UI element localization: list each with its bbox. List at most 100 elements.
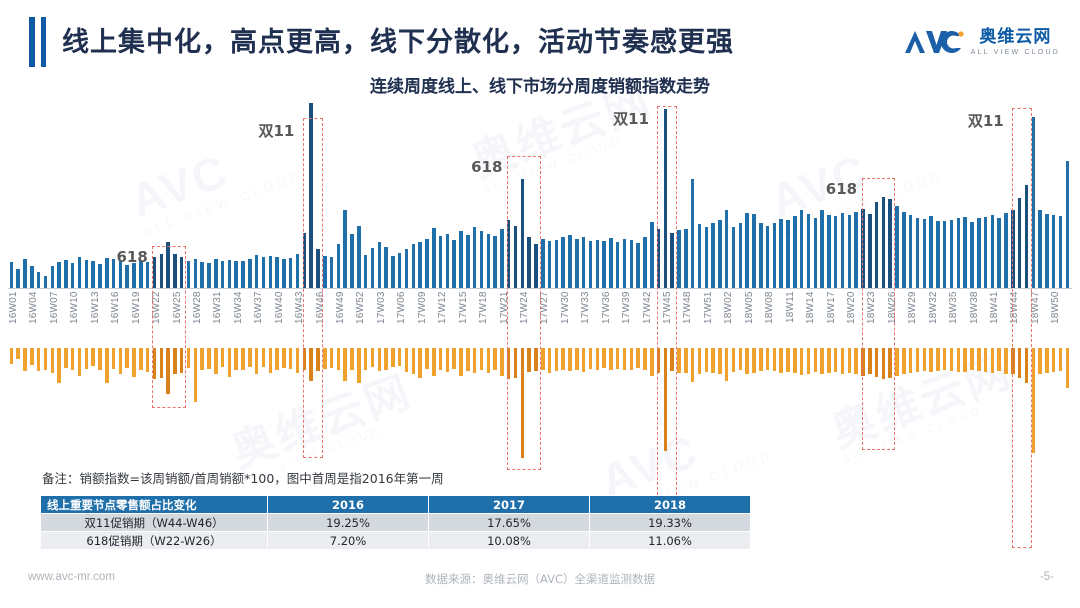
x-tick-label [526,291,533,337]
offline-bar [868,348,872,374]
online-bar [139,261,143,288]
bar-slot [805,348,812,458]
online-bar [391,256,395,288]
bar-slot [471,348,478,458]
bar-slot [22,348,29,458]
x-tick-label [635,291,642,337]
bar-slot [710,348,717,458]
bar-slot [424,348,431,458]
online-bar [43,275,48,288]
table-header-cell: 2016 [267,495,429,514]
online-bar [534,244,538,288]
offline-bar [602,348,606,369]
bar-slot [962,348,969,458]
offline-bar [466,348,470,372]
online-bar [949,220,954,288]
bar-slot [328,348,335,458]
x-tick-label: 18W26 [886,291,898,324]
bar-slot [696,96,703,288]
x-tick-label [778,291,785,337]
bar-slot [539,96,546,288]
offline-bar [254,348,259,375]
offline-bar [193,348,198,402]
offline-bar [847,348,852,373]
avc-logo: 奥维云网 ALL VIEW CLOUD [903,20,1060,64]
bar-slot [1023,348,1030,458]
offline-bar [786,348,790,372]
online-bar [602,241,606,288]
bar-slot [206,348,213,458]
x-tick-label [219,291,226,337]
online-bar [1004,212,1008,288]
online-bar [977,218,981,288]
bar-slot [287,96,294,288]
offline-bar [929,348,933,373]
online-bar [302,233,307,288]
x-tick-label: 16W43 [294,291,306,324]
online-bar [793,216,797,288]
online-bar [772,223,777,288]
page-number: -5- [1039,571,1054,583]
page-header: 线上集中化，高点更高，线下分散化，活动节奏感更强 奥维云网 ALL VIEW C… [0,0,1080,97]
offline-bar [615,348,620,369]
bar-slot [424,96,431,288]
bar-slot [778,96,785,288]
bar-slot [526,96,533,288]
x-tick-label: 18W08 [764,291,776,324]
x-tick-label: 18W47 [1029,291,1041,324]
online-bar [261,257,266,288]
offline-bar [527,348,531,373]
online-bar [554,239,559,288]
bar-slot [178,348,185,458]
avc-logo-icon [904,31,964,54]
offline-bar [806,348,811,374]
logo-tagline: ALL VIEW CLOUD [970,48,1060,56]
online-bar [357,226,361,288]
bar-slot [880,96,887,288]
bar-slot [935,96,942,288]
x-tick-label: 18W32 [927,291,939,324]
x-tick-label [819,291,826,337]
online-bar [765,225,770,288]
x-tick-label: 16W22 [151,291,163,324]
bar-slot [444,96,451,288]
online-bar [173,254,177,288]
x-tick-label [914,291,921,337]
bar-slot [437,348,444,458]
offline-bar [793,348,797,374]
bar-slot [744,96,751,288]
online-bar [118,261,123,288]
online-bar [329,257,334,288]
annotation-label-618: 618 [825,180,858,198]
bar-slot [103,96,110,288]
online-bar [77,257,82,288]
online-bar [493,236,497,288]
bar-slot [69,96,76,288]
bar-slot [315,348,322,458]
online-bar [445,233,450,288]
online-bar [731,226,736,288]
offline-bar [942,348,947,371]
bar-slot [458,348,465,458]
bar-slot [274,348,281,458]
x-tick-label [451,291,458,337]
table-header-cell: 2017 [428,495,590,514]
online-bar [295,254,300,288]
online-bar [363,254,368,288]
bar-slot [1057,96,1064,288]
offline-bar [145,348,150,373]
x-tick-label: 17W09 [416,291,428,324]
bar-slot [294,96,301,288]
bar-slot [117,348,124,458]
bar-slot [791,348,798,458]
offline-bar [30,348,34,366]
online-bar [23,258,27,288]
x-tick-label [83,291,90,337]
online-bar [1017,197,1022,288]
bar-slot [287,348,294,458]
footer-url[interactable]: www.avc-mr.com [28,571,115,583]
bar-slot [546,96,553,288]
bar-slot [757,96,764,288]
bar-slot [267,348,274,458]
online-bar [895,206,899,288]
